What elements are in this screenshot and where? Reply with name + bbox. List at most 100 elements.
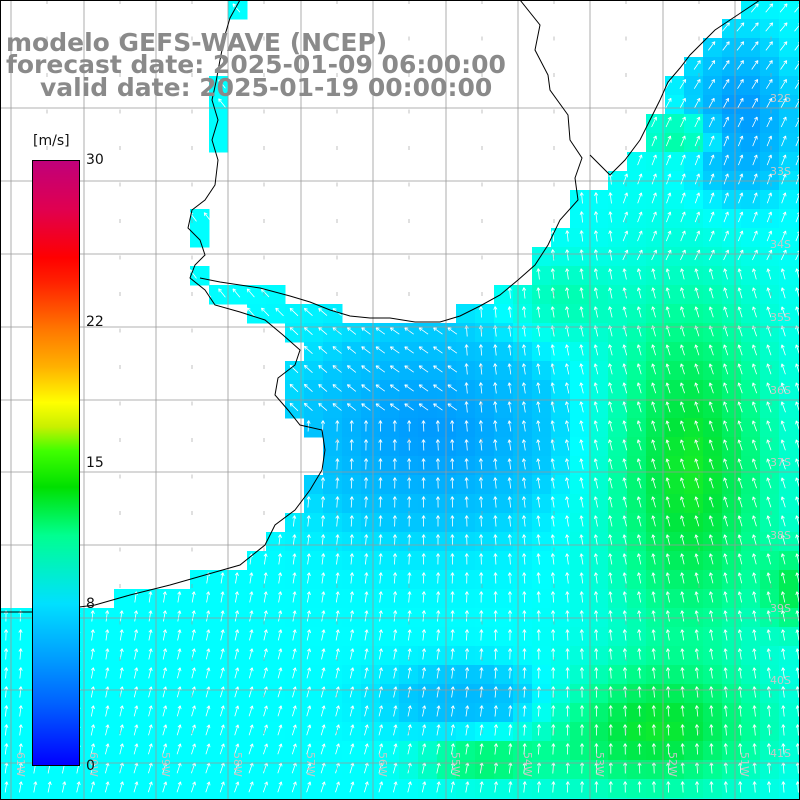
wind-arrow [263,572,268,584]
wind-arrow [766,173,772,185]
wind-arrow [508,705,513,717]
wind-arrow [507,553,512,565]
wind-speed-cell [703,304,723,324]
colorbar-unit: [m/s] [33,133,70,149]
wind-arrow [723,154,729,166]
wind-speed-cell [608,741,628,761]
wind-speed-cell [76,722,96,742]
wind-arrow [522,515,527,527]
wind-arrow [680,572,685,584]
wind-arrow [565,439,570,451]
wind-arrow [479,572,484,584]
wind-arrow [752,743,757,755]
wind-speed-cell [665,399,685,419]
wind-arrow [752,572,757,584]
wind-arrow [680,154,686,166]
wind-speed-cell [304,380,324,400]
wind-speed-cell [380,361,400,381]
wind-arrow [694,743,700,755]
wind-speed-cell [475,703,495,723]
wind-arrow [346,403,357,411]
wind-speed-cell [513,722,533,742]
wind-arrow [277,534,282,546]
wind-speed-cell [399,437,419,457]
wind-arrow [665,230,672,242]
wind-arrow [318,384,328,392]
wind-arrow [507,515,512,527]
wind-speed-cell [684,627,704,647]
wind-arrow [536,268,541,280]
wind-arrow [493,439,498,451]
wind-arrow [450,610,455,622]
wind-speed-cell [684,95,704,115]
wind-speed-cell [209,741,229,761]
wind-speed-cell [266,703,286,723]
wind-arrow [364,667,369,679]
wind-speed-cell [114,722,134,742]
wind-speed-cell [608,399,628,419]
wind-speed-cell [323,589,343,609]
wind-speed-cell [342,722,362,742]
wind-arrow [433,403,443,411]
wind-speed-cell [285,380,305,400]
wind-arrow [464,572,469,584]
wind-arrow [780,97,787,108]
wind-arrow [708,420,714,432]
wind-arrow [450,667,455,679]
wind-speed-cell [741,38,761,58]
wind-arrow [205,648,211,660]
wind-arrow [378,572,383,584]
longitude-label: 55W [449,752,462,777]
wind-speed-cell [171,665,191,685]
wind-speed-cell [665,361,685,381]
wind-speed-cell [247,589,267,609]
wind-speed-cell [304,760,324,780]
wind-arrow [608,268,613,280]
wind-arrow [346,327,357,335]
wind-speed-cell [285,399,305,419]
wind-arrow [421,591,426,603]
wind-speed-cell [304,684,324,704]
coastline [0,0,761,613]
colorbar-tick-label: 22 [86,313,104,330]
wind-arrow [723,667,728,679]
wind-speed-cell [456,665,476,685]
wind-speed-cell [570,475,590,495]
wind-arrow [651,743,656,755]
wind-speed-cell [171,741,191,761]
wind-arrow [218,79,226,89]
wind-speed-cell [475,627,495,647]
wind-speed-cell [589,703,609,723]
wind-arrow [493,781,498,793]
wind-speed-cell [646,247,666,267]
wind-speed-cell [608,665,628,685]
wind-arrow [737,553,743,565]
wind-arrow [694,477,700,489]
wind-arrow [536,572,541,584]
wind-speed-cell [190,266,210,286]
wind-speed-cell [589,190,609,210]
wind-speed-cell [323,418,343,438]
wind-arrow [766,477,772,489]
wind-arrow [680,781,685,793]
wind-arrow [292,572,297,584]
wind-speed-cell [95,684,115,704]
wind-arrow [622,173,628,185]
wind-speed-cell [741,380,761,400]
wind-arrow [723,781,728,793]
wind-arrow [162,705,168,717]
wind-arrow [105,781,110,793]
wind-arrow [751,78,759,89]
wind-arrow [665,306,671,318]
wind-arrow [421,629,426,641]
wind-arrow [90,686,95,698]
wind-arrow [393,591,398,603]
wind-speed-cell [627,418,647,438]
wind-arrow [346,365,357,373]
wind-arrow [346,384,357,392]
wind-arrow [536,553,541,565]
wind-arrow [608,743,613,755]
wind-speed-cell [646,513,666,533]
wind-speed-cell [95,722,115,742]
wind-arrow [651,344,656,356]
